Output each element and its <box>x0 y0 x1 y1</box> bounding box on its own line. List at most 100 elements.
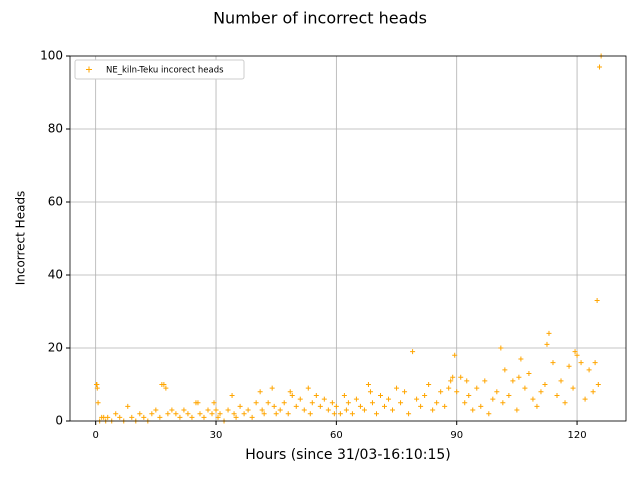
legend-label: NE_kiln-Teku incorect heads <box>106 66 224 76</box>
point <box>205 407 211 413</box>
point <box>305 385 311 391</box>
point <box>141 414 147 420</box>
point <box>538 389 544 395</box>
point <box>301 407 307 413</box>
point <box>534 403 540 409</box>
y-tick-label: 100 <box>40 49 63 63</box>
point <box>470 407 476 413</box>
point <box>329 400 335 406</box>
point <box>382 403 388 409</box>
point <box>125 403 131 409</box>
point <box>418 403 424 409</box>
point <box>486 411 492 417</box>
point <box>590 389 596 395</box>
point <box>94 385 100 391</box>
point <box>231 411 237 417</box>
point <box>558 378 564 384</box>
point <box>462 400 468 406</box>
point <box>163 385 169 391</box>
point <box>313 392 319 398</box>
point <box>257 389 263 395</box>
point <box>570 385 576 391</box>
y-tick-label: 20 <box>48 341 63 355</box>
y-axis-label: Incorrect Heads <box>14 191 28 286</box>
point <box>394 385 400 391</box>
point <box>209 411 215 417</box>
legend-marker <box>86 66 92 73</box>
point <box>195 400 201 406</box>
point <box>337 411 343 417</box>
point <box>259 407 265 413</box>
point <box>95 400 101 406</box>
point <box>478 403 484 409</box>
point <box>367 389 373 395</box>
point <box>526 371 532 377</box>
point <box>490 396 496 402</box>
point <box>137 411 143 417</box>
point <box>390 407 396 413</box>
point <box>293 403 299 409</box>
point <box>506 392 512 398</box>
point <box>572 349 578 355</box>
grid <box>70 55 626 422</box>
point <box>273 411 279 417</box>
point <box>373 411 379 417</box>
point <box>161 382 167 387</box>
point <box>542 382 548 387</box>
point <box>594 298 600 304</box>
point <box>518 356 524 362</box>
point <box>197 411 203 417</box>
point <box>215 414 221 420</box>
point <box>438 389 444 395</box>
legend: NE_kiln-Teku incorect heads <box>74 59 245 80</box>
point <box>502 367 508 373</box>
point <box>544 341 550 347</box>
point <box>245 407 251 413</box>
x-tick-label: 0 <box>92 430 98 441</box>
point <box>261 411 267 417</box>
point <box>333 403 339 409</box>
point <box>546 330 552 336</box>
point <box>597 64 603 70</box>
point <box>586 367 592 373</box>
point <box>211 400 217 406</box>
y-tick-label: 40 <box>48 268 63 282</box>
point <box>149 411 155 417</box>
point <box>500 400 506 406</box>
point <box>237 403 243 409</box>
point <box>595 382 601 387</box>
point <box>582 396 588 402</box>
point <box>277 407 283 413</box>
point <box>450 374 456 380</box>
point <box>129 414 135 420</box>
point <box>448 378 454 384</box>
x-tick-label: 120 <box>568 430 587 441</box>
point <box>233 414 239 420</box>
point <box>365 382 371 387</box>
point <box>165 411 171 417</box>
point <box>117 414 123 420</box>
point <box>229 392 235 398</box>
point <box>369 400 375 406</box>
point <box>442 403 448 409</box>
point <box>550 360 556 366</box>
point <box>474 385 480 391</box>
point <box>349 411 355 417</box>
point <box>452 352 458 358</box>
point <box>353 396 359 402</box>
point <box>189 414 195 420</box>
point <box>422 392 428 398</box>
point <box>578 360 584 366</box>
point <box>386 396 392 402</box>
point <box>321 396 327 402</box>
point <box>289 392 295 398</box>
y-tick-label: 80 <box>48 122 63 136</box>
point <box>361 407 367 413</box>
point <box>265 400 271 406</box>
point <box>269 385 275 391</box>
point <box>181 407 187 413</box>
point <box>345 400 351 406</box>
x-tick-label: 60 <box>330 430 343 441</box>
point <box>253 400 259 406</box>
